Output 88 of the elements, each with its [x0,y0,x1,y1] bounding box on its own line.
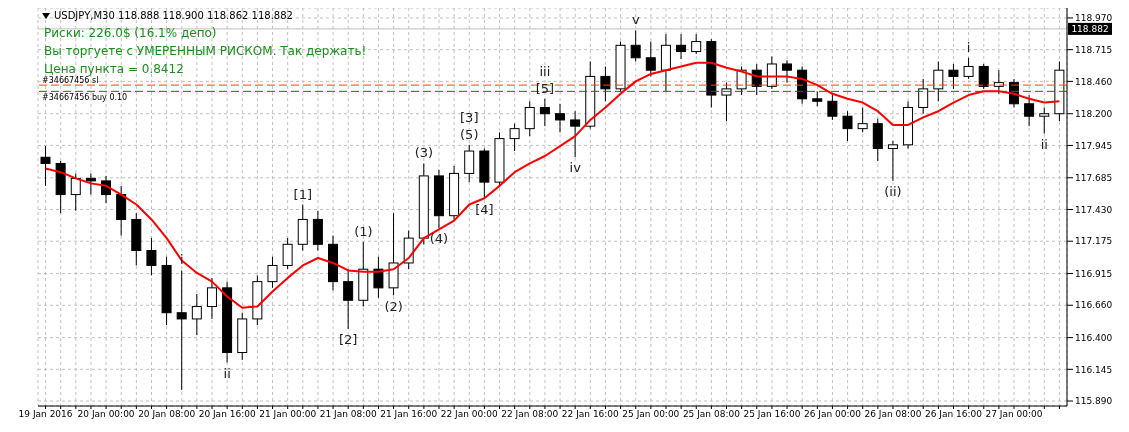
x-tick-label: 26 Jan 16:00 [925,409,983,420]
x-tick-label: 27 Jan 00:00 [985,409,1043,420]
x-tick-label: 22 Jan 00:00 [440,409,499,420]
candlestick [1039,107,1050,135]
candlestick [146,237,157,276]
x-tick-label: 21 Jan 00:00 [259,409,317,420]
candlestick [373,256,384,299]
x-tick-label: 21 Jan 08:00 [319,409,377,420]
annotation: Цена пункта = 0.8412 [44,61,185,77]
y-tick-label: 116.660 [1075,300,1113,311]
candlestick [600,65,611,102]
candlestick [645,41,656,77]
candlestick [676,33,687,60]
x-tick-label: 25 Jan 00:00 [622,409,680,420]
y-tick-label: 117.430 [1075,204,1113,215]
candlestick [918,78,929,115]
candlestick [978,63,989,90]
candlestick [70,172,81,212]
annotation: iv [569,160,582,176]
y-tick-label: 118.970 [1075,13,1113,24]
candlestick [827,93,838,121]
candlestick [630,29,641,62]
candlestick [963,57,974,80]
candlestick [887,140,898,182]
x-tick-label: 20 Jan 00:00 [77,409,135,420]
x-tick-label: 22 Jan 16:00 [561,409,620,420]
y-tick-label: 115.890 [1075,396,1113,407]
annotation: [3] [460,109,479,125]
candlestick [40,145,51,187]
candlestick [842,110,853,142]
annotation: i [966,39,971,55]
annotation: (3) [414,145,434,161]
x-tick-label: 26 Jan 00:00 [803,409,862,420]
y-tick-label: 118.715 [1075,44,1113,55]
ref-line-label: #34667456 buy 0.10 [42,93,128,103]
candlestick [464,144,475,183]
annotation: [4] [475,201,494,217]
chart-title: USDJPY,M30 118.888 118.900 118.862 118.882 [54,10,293,22]
annotation: i [179,252,184,268]
annotation: [2] [339,332,358,348]
y-tick-label: 116.400 [1075,332,1113,343]
ref-line-label: 118.882 [1071,24,1109,35]
x-tick-label: 20 Jan 16:00 [198,409,256,420]
candlestick [781,59,792,84]
annotation: Вы торгуете с УМЕРЕННЫМ РИСКОМ. Так держать! [44,43,367,60]
annotation: (2) [384,298,403,314]
annotation: v [631,12,640,28]
candlestick [176,269,187,391]
x-tick-label: 20 Jan 08:00 [138,409,196,420]
candlestick [282,237,293,270]
annotation: (5) [460,126,479,142]
y-tick-label: 117.685 [1075,172,1113,183]
x-tick-label: 22 Jan 08:00 [501,409,559,420]
x-tick-label: 25 Jan 08:00 [682,409,741,420]
y-tick-label: 118.460 [1075,76,1113,87]
candlestick [857,107,868,133]
x-tick-label: 21 Jan 16:00 [380,409,438,420]
annotation: ii [223,365,231,381]
candlestick [948,63,959,90]
annotation: ii [1040,136,1048,152]
candlestick [933,60,944,102]
annotation: [1] [293,186,313,202]
candlestick [539,98,550,127]
x-tick-label: 19 Jan 2016 [18,409,73,420]
x-tick-label: 25 Jan 16:00 [743,409,801,420]
candlestick [343,268,354,330]
candlestick [524,100,535,137]
annotation: (4) [429,231,449,247]
annotation: iii [539,63,551,79]
candlestick [191,293,202,336]
y-tick-label: 116.915 [1075,268,1113,279]
annotation: (ii) [884,184,902,200]
y-tick-label: 117.945 [1075,140,1113,151]
ref-line-label: #34667456 sl [42,76,99,86]
annotation: (1) [354,223,373,239]
y-tick-label: 116.145 [1075,364,1113,375]
candlestick [1024,94,1035,127]
candlestick [206,277,217,320]
candlestick [691,33,702,55]
candlestick [509,123,520,152]
candlestick [85,172,96,196]
y-tick-label: 118.200 [1075,108,1113,119]
candlestick [267,256,278,289]
candlestick [570,110,581,158]
y-tick-label: 117.175 [1075,236,1113,247]
annotation: Риски: 226.0$ (16.1% депо) [44,25,218,42]
candlestick [555,103,565,133]
x-tick-label: 26 Jan 08:00 [864,409,922,420]
